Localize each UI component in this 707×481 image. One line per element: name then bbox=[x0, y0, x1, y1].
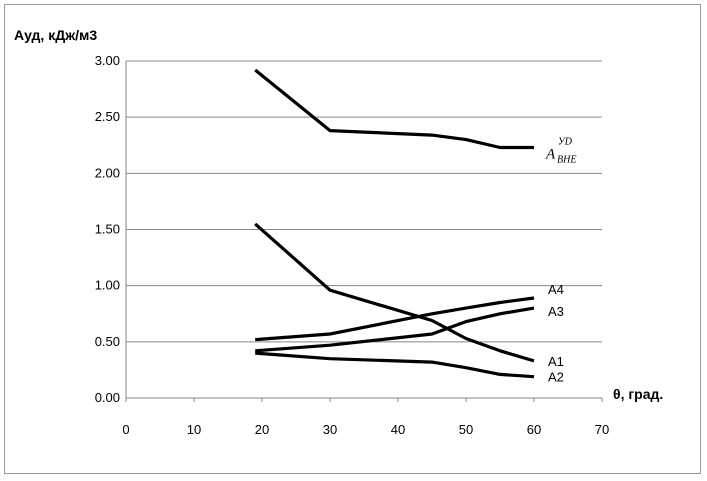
y-tick-label: 0.50 bbox=[95, 334, 120, 349]
y-axis-title: Aуд, кДж/м3 bbox=[14, 27, 97, 43]
series-label-3: A3 bbox=[548, 304, 564, 319]
x-tick-label: 60 bbox=[527, 422, 541, 437]
y-tick-labels: 0.00 0.50 1.00 1.50 2.00 2.50 3.00 bbox=[95, 53, 120, 405]
series-line-0 bbox=[254, 68, 534, 150]
x-tick-label: 30 bbox=[323, 422, 337, 437]
x-tick-label: 10 bbox=[187, 422, 201, 437]
series-label-sup: УD bbox=[558, 136, 573, 147]
series-line-1 bbox=[254, 222, 535, 363]
axes bbox=[125, 61, 603, 402]
y-tick-label: 1.00 bbox=[95, 278, 120, 293]
x-tick-labels: 0 10 20 30 40 50 60 70 bbox=[122, 422, 609, 437]
gridlines bbox=[126, 60, 602, 343]
x-tick-label: 20 bbox=[255, 422, 269, 437]
series-label-2: A2 bbox=[548, 370, 564, 385]
x-tick-label: 50 bbox=[459, 422, 473, 437]
x-tick-label: 0 bbox=[122, 422, 129, 437]
series-label-main: A bbox=[545, 146, 556, 162]
x-axis-title: θ, град. bbox=[613, 386, 663, 402]
y-tick-label: 2.00 bbox=[95, 165, 120, 180]
chart-frame bbox=[4, 4, 701, 474]
series-line-3 bbox=[255, 306, 535, 353]
y-tick-label: 0.00 bbox=[95, 390, 120, 405]
series-line-2 bbox=[255, 351, 535, 379]
series-label-sub: ВНЕ bbox=[557, 154, 576, 165]
y-tick-label: 3.00 bbox=[95, 53, 120, 68]
series-line-4 bbox=[255, 296, 535, 342]
series-label-1: A1 bbox=[548, 354, 564, 369]
y-tick-label: 2.50 bbox=[95, 109, 120, 124]
series-label-group-0: AУD ВНЕ bbox=[545, 136, 576, 165]
x-tick-label: 70 bbox=[595, 422, 609, 437]
x-tick-label: 40 bbox=[391, 422, 405, 437]
series-lines bbox=[254, 68, 535, 379]
y-tick-label: 1.50 bbox=[95, 222, 120, 237]
series-label-4: A4 bbox=[548, 282, 564, 297]
